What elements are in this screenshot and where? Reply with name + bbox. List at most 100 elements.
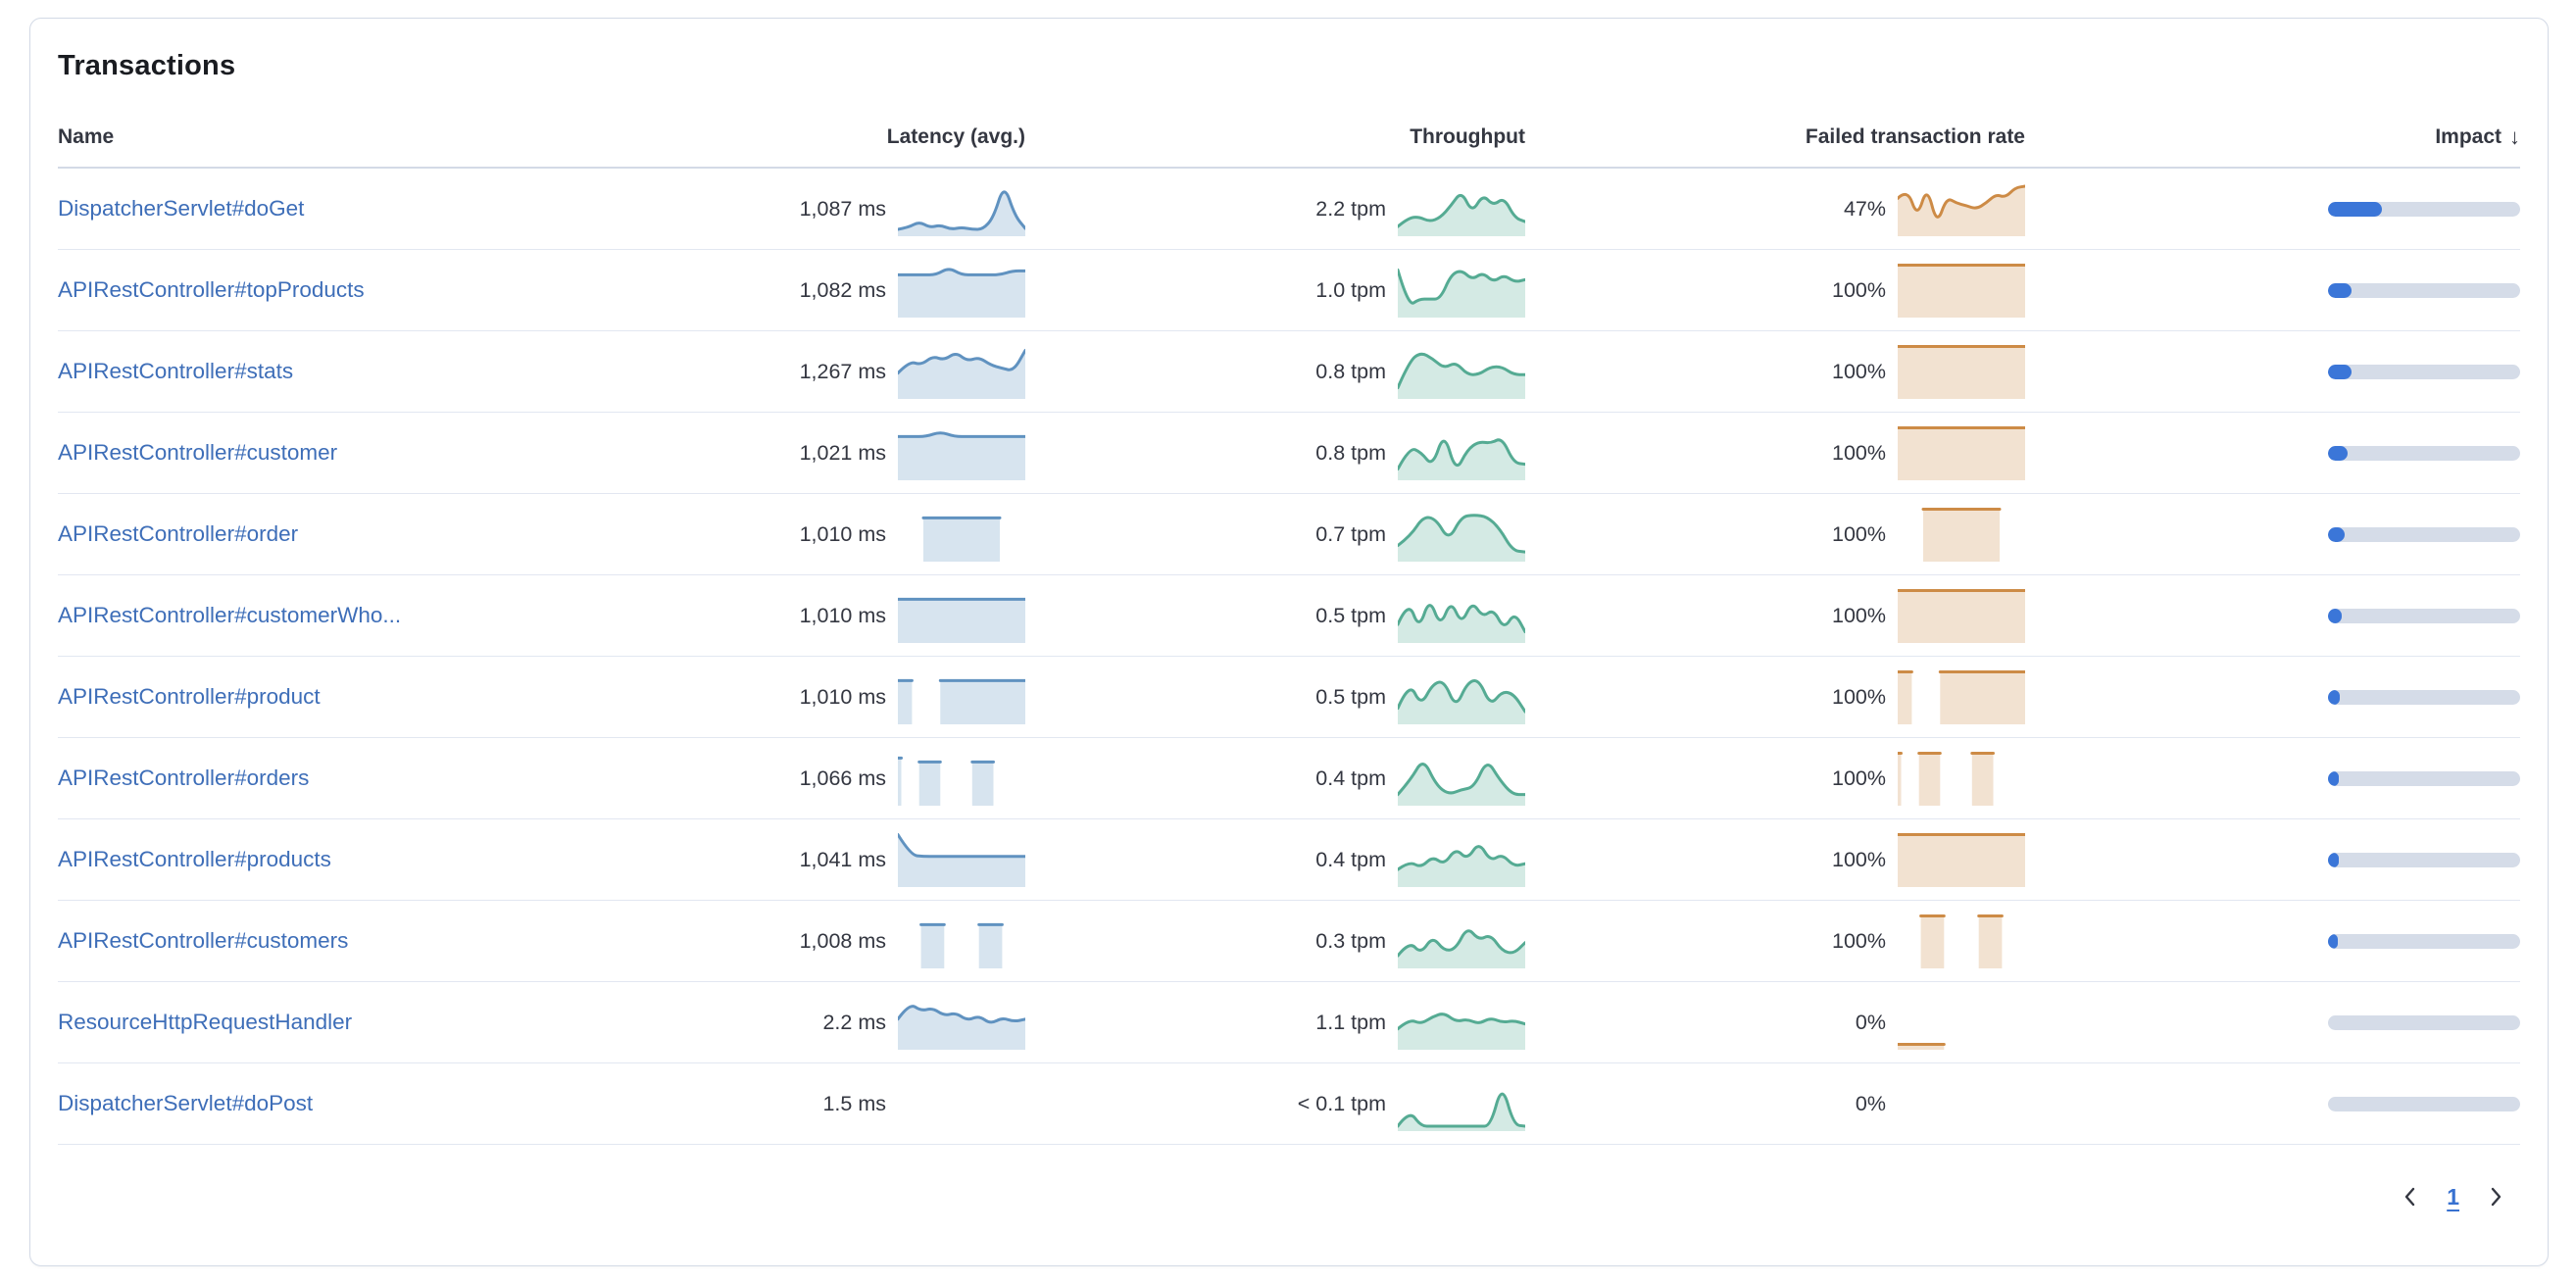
failed-rate-value: 100%: [1832, 359, 1886, 383]
column-header-name[interactable]: Name: [58, 125, 115, 148]
transactions-panel: Transactions Name Latency (avg.) Through…: [29, 18, 2549, 1266]
table-row: APIRestController#customerWho... 1,010 m…: [58, 575, 2520, 657]
table-body: DispatcherServlet#doGet 1,087 ms 2.2 tpm…: [58, 169, 2520, 1145]
impact-bar: [2328, 852, 2520, 867]
transaction-name-link[interactable]: APIRestController#orders: [58, 765, 310, 790]
table-row: APIRestController#products 1,041 ms 0.4 …: [58, 819, 2520, 901]
page-1-link[interactable]: 1: [2447, 1183, 2459, 1210]
throughput-sparkline: [1398, 507, 1525, 562]
latency-value: 1,021 ms: [799, 440, 886, 465]
failed-rate-sparkline: [1898, 914, 2025, 968]
latency-value: 1,066 ms: [799, 765, 886, 790]
table-row: DispatcherServlet#doGet 1,087 ms 2.2 tpm…: [58, 169, 2520, 250]
failed-rate-sparkline: [1898, 588, 2025, 643]
failed-rate-sparkline: [1898, 263, 2025, 318]
table-row: APIRestController#stats 1,267 ms 0.8 tpm…: [58, 331, 2520, 413]
impact-bar: [2328, 282, 2520, 298]
impact-bar-fill: [2328, 282, 2352, 298]
impact-bar-fill: [2328, 364, 2352, 379]
failed-rate-sparkline: [1898, 181, 2025, 236]
failed-rate-value: 0%: [1855, 1091, 1886, 1115]
throughput-value: < 0.1 tpm: [1297, 1091, 1386, 1115]
transaction-name-link[interactable]: DispatcherServlet#doGet: [58, 196, 305, 221]
latency-value: 1,008 ms: [799, 928, 886, 953]
latency-sparkline: [898, 751, 1025, 806]
impact-bar-fill: [2328, 201, 2382, 217]
table-row: APIRestController#product 1,010 ms 0.5 t…: [58, 657, 2520, 738]
failed-rate-value: 100%: [1832, 521, 1886, 546]
latency-value: 1,010 ms: [799, 521, 886, 546]
throughput-value: 1.1 tpm: [1315, 1010, 1386, 1034]
panel-title: Transactions: [58, 50, 236, 81]
pagination: 1: [58, 1145, 2520, 1219]
throughput-sparkline: [1398, 669, 1525, 724]
throughput-value: 1.0 tpm: [1315, 277, 1386, 302]
table-row: ResourceHttpRequestHandler 2.2 ms 1.1 tp…: [58, 982, 2520, 1063]
impact-bar-fill: [2328, 933, 2338, 949]
throughput-value: 0.8 tpm: [1315, 440, 1386, 465]
sort-descending-icon: ↓: [2509, 124, 2520, 149]
impact-bar-fill: [2328, 770, 2339, 786]
table-header: Name Latency (avg.) Throughput Failed tr…: [58, 108, 2520, 169]
next-page-button[interactable]: [2479, 1180, 2512, 1213]
latency-sparkline: [898, 507, 1025, 562]
throughput-sparkline: [1398, 914, 1525, 968]
transaction-name-link[interactable]: APIRestController#customer: [58, 440, 338, 465]
latency-sparkline: [898, 181, 1025, 236]
transaction-name-link[interactable]: ResourceHttpRequestHandler: [58, 1010, 353, 1034]
impact-bar: [2328, 770, 2520, 786]
latency-sparkline: [898, 263, 1025, 318]
throughput-sparkline: [1398, 588, 1525, 643]
throughput-sparkline: [1398, 751, 1525, 806]
failed-rate-value: 100%: [1832, 603, 1886, 627]
impact-bar: [2328, 1096, 2520, 1111]
column-header-throughput[interactable]: Throughput: [1410, 125, 1525, 148]
failed-rate-sparkline: [1898, 669, 2025, 724]
failed-rate-value: 100%: [1832, 684, 1886, 709]
table-row: APIRestController#orders 1,066 ms 0.4 tp…: [58, 738, 2520, 819]
transaction-name-link[interactable]: APIRestController#topProducts: [58, 277, 365, 302]
impact-bar: [2328, 689, 2520, 705]
chevron-left-icon: [2405, 1187, 2415, 1207]
throughput-value: 0.7 tpm: [1315, 521, 1386, 546]
transaction-name-link[interactable]: APIRestController#customers: [58, 928, 349, 953]
latency-value: 1,010 ms: [799, 684, 886, 709]
previous-page-button[interactable]: [2394, 1180, 2427, 1213]
impact-header-label: Impact: [2435, 125, 2502, 148]
transaction-name-link[interactable]: APIRestController#stats: [58, 359, 294, 383]
latency-sparkline: [898, 425, 1025, 480]
latency-sparkline: [898, 669, 1025, 724]
transaction-name-link[interactable]: DispatcherServlet#doPost: [58, 1091, 314, 1115]
throughput-sparkline: [1398, 832, 1525, 887]
latency-value: 2.2 ms: [822, 1010, 886, 1034]
transaction-name-link[interactable]: APIRestController#product: [58, 684, 321, 709]
failed-rate-sparkline: [1898, 832, 2025, 887]
throughput-sparkline: [1398, 344, 1525, 399]
impact-bar: [2328, 526, 2520, 542]
failed-rate-sparkline: [1898, 1076, 2025, 1131]
latency-value: 1,267 ms: [799, 359, 886, 383]
transaction-name-link[interactable]: APIRestController#order: [58, 521, 299, 546]
latency-sparkline: [898, 1076, 1025, 1131]
impact-bar-fill: [2328, 608, 2342, 623]
latency-value: 1,082 ms: [799, 277, 886, 302]
column-header-failed-rate[interactable]: Failed transaction rate: [1805, 125, 2025, 148]
table-row: APIRestController#customer 1,021 ms 0.8 …: [58, 413, 2520, 494]
transaction-name-link[interactable]: APIRestController#products: [58, 847, 331, 871]
throughput-value: 2.2 tpm: [1315, 196, 1386, 221]
failed-rate-sparkline: [1898, 507, 2025, 562]
column-header-impact[interactable]: Impact ↓: [2025, 124, 2520, 150]
failed-rate-value: 47%: [1843, 196, 1886, 221]
failed-rate-sparkline: [1898, 751, 2025, 806]
latency-sparkline: [898, 588, 1025, 643]
column-header-latency[interactable]: Latency (avg.): [886, 125, 1025, 148]
impact-bar: [2328, 364, 2520, 379]
failed-rate-value: 100%: [1832, 440, 1886, 465]
latency-value: 1,087 ms: [799, 196, 886, 221]
latency-sparkline: [898, 914, 1025, 968]
throughput-value: 0.8 tpm: [1315, 359, 1386, 383]
impact-bar-fill: [2328, 689, 2340, 705]
transaction-name-link[interactable]: APIRestController#customerWho...: [58, 603, 402, 627]
impact-bar-fill: [2328, 526, 2345, 542]
failed-rate-value: 0%: [1855, 1010, 1886, 1034]
